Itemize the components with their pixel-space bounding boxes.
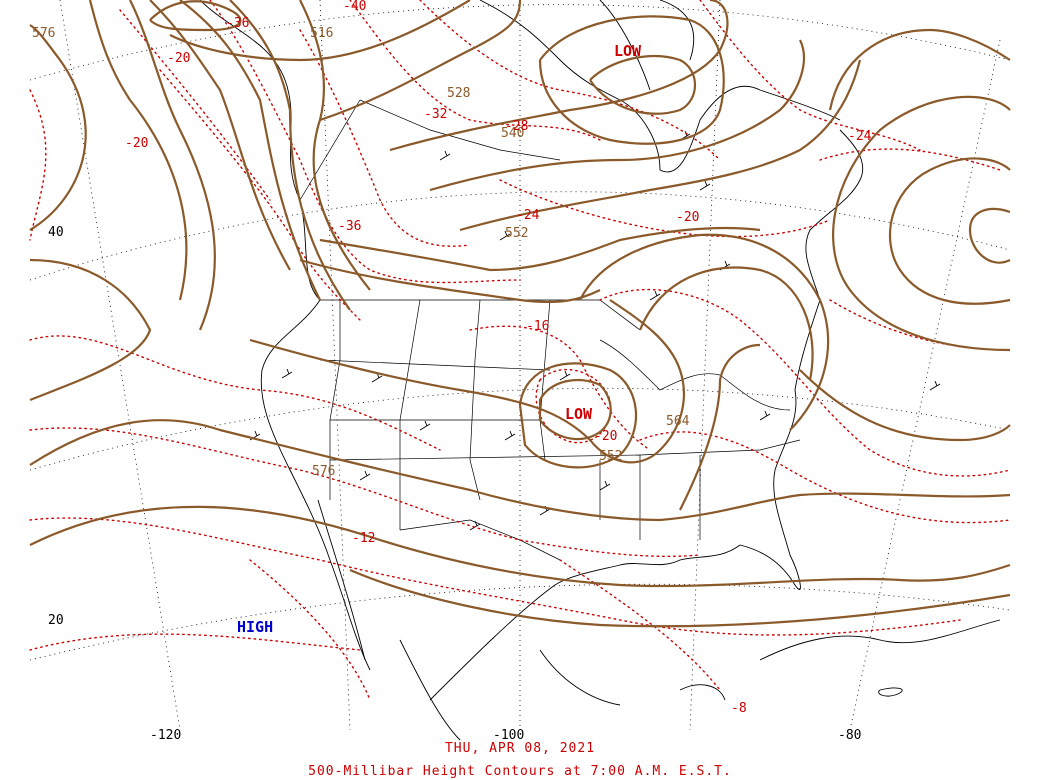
longitude-label: -100 — [493, 728, 524, 743]
latitude-label: 40 — [48, 225, 64, 240]
temperature-label: -8 — [731, 701, 747, 716]
temperature-label: -16 — [526, 319, 549, 334]
height-label: 552 — [505, 226, 528, 241]
longitude-label: -80 — [838, 728, 861, 743]
map-labels: LOW LOW HIGH 576 516 528 540 552 564 552… — [32, 0, 872, 743]
temperature-label: -20 — [167, 51, 190, 66]
map-date: THU, APR 08, 2021 — [444, 741, 596, 756]
height-label: 528 — [447, 86, 470, 101]
temperature-label: -24 — [516, 208, 540, 223]
temperature-label: -20 — [676, 210, 699, 225]
temperature-label: -36 — [226, 16, 249, 31]
latlon-grid — [29, 0, 1011, 731]
height-label: 552 — [599, 449, 622, 464]
boundaries — [299, 99, 801, 561]
low-pressure-label-midwest: LOW — [565, 405, 593, 423]
temperature-label: -20 — [125, 136, 148, 151]
height-label: 540 — [501, 126, 524, 141]
low-pressure-label-hudson: LOW — [614, 42, 642, 60]
height-label: 516 — [310, 26, 333, 41]
height-contours — [29, 0, 1011, 628]
coastlines — [199, 0, 1001, 741]
height-label: 576 — [32, 26, 55, 41]
temperature-label: -28 — [505, 119, 528, 134]
temperature-contours — [29, 0, 1011, 701]
temperature-label: -12 — [352, 531, 375, 546]
temperature-label: -32 — [424, 107, 447, 122]
temperature-label: -24 — [848, 129, 872, 144]
latitude-label: 20 — [48, 613, 64, 628]
map-title: 500-Millibar Height Contours at 7:00 A.M… — [308, 764, 732, 779]
temperature-label: -40 — [343, 0, 366, 14]
height-label: 576 — [312, 464, 335, 479]
temperature-label: -36 — [338, 219, 361, 234]
temperature-label: -20 — [594, 429, 617, 444]
wind-barbs — [249, 130, 941, 531]
height-label: 564 — [666, 414, 690, 429]
longitude-label: -120 — [150, 728, 181, 743]
high-pressure-label: HIGH — [237, 618, 273, 636]
